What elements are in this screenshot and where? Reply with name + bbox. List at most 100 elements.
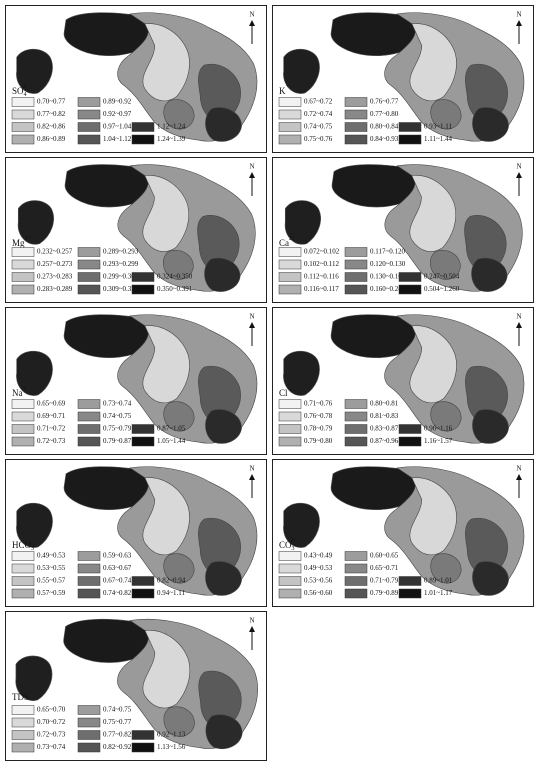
legend-label: 0.247~0.504 <box>424 273 460 281</box>
legend-label: 0.89~0.92 <box>103 98 132 106</box>
north-arrowhead <box>249 626 255 632</box>
legend-label: 0.77~0.80 <box>370 110 399 118</box>
legend-label: 0.160~0.247 <box>370 285 406 293</box>
legend-swatch <box>344 259 368 270</box>
legend-label: 0.102~0.112 <box>304 260 340 268</box>
north-label: N <box>249 11 254 19</box>
legend-swatch <box>77 109 101 120</box>
legend-label: 0.43~0.49 <box>304 552 333 560</box>
legend-swatch <box>77 730 101 740</box>
legend-swatch <box>11 97 35 107</box>
legend-label: 0.350~0.391 <box>157 285 193 293</box>
legend-swatch <box>344 411 368 422</box>
map: N CO3 2- 0.43~0.49 0.49~0.53 0.53~0.56 0.56~0.… <box>278 465 525 599</box>
legend-swatch <box>278 247 302 257</box>
legend-swatch <box>131 284 155 295</box>
north-label: N <box>249 617 254 625</box>
legend-swatch <box>77 97 101 107</box>
ion-label: CO3 2- <box>279 538 296 552</box>
map-panel: N Mg2+ 0.232~0.257 0.257~0.273 0.273~0.283 0.… <box>5 157 267 303</box>
north-label: N <box>516 163 521 171</box>
legend-swatch <box>344 272 368 282</box>
legend-swatch <box>77 284 101 295</box>
legend-label: 0.82~0.86 <box>37 123 66 131</box>
legend-label: 0.70~0.77 <box>37 98 66 106</box>
legend-label: 0.112~0.116 <box>304 273 339 281</box>
legend-swatch <box>344 134 368 145</box>
legend-swatch <box>77 588 101 599</box>
north-label: N <box>249 313 254 321</box>
legend-swatch <box>398 284 422 295</box>
legend-label: 1.13~1.56 <box>157 743 186 751</box>
legend-swatch <box>278 272 302 282</box>
legend-swatch <box>77 134 101 145</box>
legend-swatch <box>344 436 368 447</box>
ion-base: CO <box>279 540 292 550</box>
legend-label: 0.273~0.283 <box>37 273 73 281</box>
legend-label: 0.81~0.83 <box>370 412 399 420</box>
legend-label: 0.70~0.72 <box>37 718 66 726</box>
ion-sub: 4 <box>24 92 27 98</box>
legend-label: 0.116~0.117 <box>304 285 339 293</box>
legend-label: 0.82~0.92 <box>103 743 132 751</box>
legend-swatch <box>278 259 302 270</box>
legend-label: 0.75~0.79 <box>103 425 132 433</box>
legend-swatch <box>11 259 35 270</box>
legend-swatch <box>11 563 35 574</box>
legend-label: 0.89~1.01 <box>424 577 453 585</box>
legend-swatch <box>11 399 35 409</box>
ion-base: K <box>279 86 286 96</box>
legend-swatch <box>77 436 101 447</box>
legend-swatch <box>77 399 101 409</box>
legend-swatch <box>398 272 422 282</box>
legend-label: 1.04~1.12 <box>103 135 132 143</box>
map: N HCO3 - 0.49~0.53 0.53~0.55 0.55~0.57 0.57~0.… <box>11 465 258 599</box>
legend-swatch <box>278 284 302 295</box>
legend-label: 0.79~0.80 <box>304 437 333 445</box>
ion-sup: + <box>23 386 27 392</box>
ion-label: SO4 2- <box>12 84 28 98</box>
legend-label: 0.94~1.11 <box>157 589 186 597</box>
ion-label: K+ <box>279 84 290 96</box>
legend-swatch <box>131 742 155 753</box>
legend-label: 1.11~1.44 <box>424 135 453 143</box>
ion-label: HCO3 - <box>12 538 34 552</box>
legend-swatch <box>77 705 101 715</box>
legend-label: 0.75~0.77 <box>103 718 132 726</box>
legend-swatch <box>11 122 35 132</box>
legend-swatch <box>77 122 101 132</box>
ion-label: Mg2+ <box>12 236 32 248</box>
legend-swatch <box>398 436 422 447</box>
legend-label: 0.76~0.77 <box>370 98 399 106</box>
legend-swatch <box>278 109 302 120</box>
map-panel: N Na+ 0.65~0.69 0.69~0.71 0.71~0.72 0.72~0.73… <box>5 307 267 455</box>
north-arrowhead <box>516 172 522 178</box>
ion-sup: - <box>30 538 32 544</box>
legend-label: 0.59~0.63 <box>103 552 132 560</box>
legend-label: 0.69~0.71 <box>37 412 66 420</box>
legend-swatch <box>77 563 101 574</box>
legend-label: 0.92~1.13 <box>157 731 186 739</box>
legend-label: 1.01~1.17 <box>424 589 453 597</box>
legend-label: 0.87~0.96 <box>370 437 399 445</box>
legend-label: 0.65~0.70 <box>37 706 66 714</box>
north-arrowhead <box>516 20 522 26</box>
map: N Mg2+ 0.232~0.257 0.257~0.273 0.273~0.283 0.… <box>11 163 256 295</box>
legend-swatch <box>11 109 35 120</box>
ion-label: TDS <box>12 692 29 702</box>
legend-label: 0.93~1.11 <box>424 123 453 131</box>
legend-label: 0.65~0.69 <box>37 400 66 408</box>
legend-label: 0.71~0.79 <box>370 577 399 585</box>
north-label: N <box>516 465 521 473</box>
ion-sup: + <box>286 84 290 90</box>
legend-label: 0.57~0.59 <box>37 589 66 597</box>
north-label: N <box>516 11 521 19</box>
ion-label: Cl- <box>279 386 290 398</box>
legend-swatch <box>77 411 101 422</box>
north-label: N <box>249 163 254 171</box>
legend-label: 0.289~0.293 <box>103 248 139 256</box>
ion-sup: 2- <box>23 84 28 90</box>
legend-swatch <box>11 588 35 599</box>
legend-label: 0.60~0.65 <box>370 552 399 560</box>
